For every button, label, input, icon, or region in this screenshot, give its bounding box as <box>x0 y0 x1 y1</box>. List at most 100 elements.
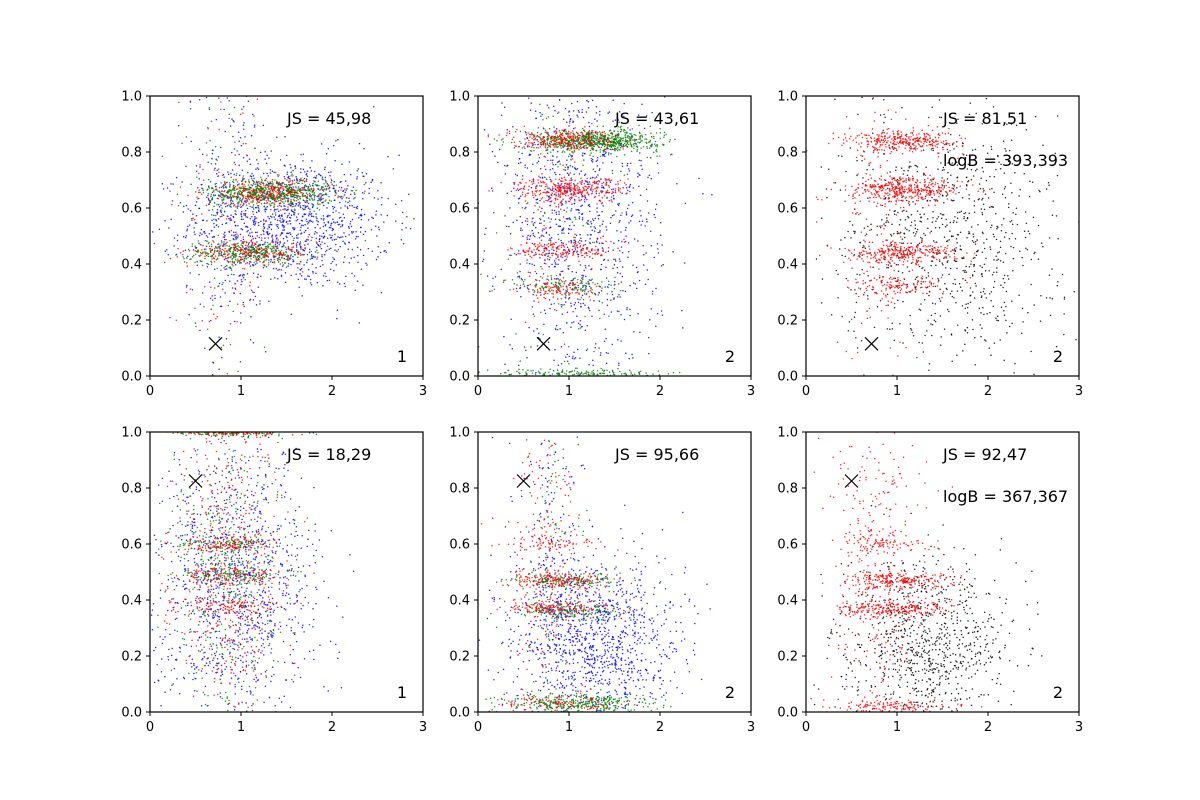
scatter-point <box>274 218 276 221</box>
scatter-point <box>612 249 614 251</box>
scatter-point <box>539 256 541 259</box>
scatter-point <box>596 138 598 140</box>
scatter-point <box>314 226 316 229</box>
scatter-point <box>216 197 219 200</box>
scatter-point <box>258 248 261 250</box>
scatter-point <box>267 264 270 266</box>
scatter-point <box>598 300 601 302</box>
scatter-point <box>509 289 511 291</box>
scatter-point <box>316 258 318 260</box>
scatter-point <box>288 188 291 190</box>
scatter-point <box>603 131 606 133</box>
scatter-point <box>579 289 582 291</box>
scatter-point <box>560 204 563 206</box>
scatter-point <box>544 176 546 178</box>
scatter-point <box>252 256 255 259</box>
scatter-point <box>227 261 230 264</box>
scatter-point <box>198 273 200 276</box>
scatter-point <box>306 220 308 223</box>
scatter-point <box>360 208 363 211</box>
scatter-point <box>591 218 594 220</box>
scatter-point <box>580 199 583 201</box>
scatter-point <box>266 232 269 234</box>
scatter-point <box>536 139 539 141</box>
scatter-point <box>259 199 261 201</box>
scatter-point <box>199 166 201 168</box>
scatter-point <box>274 197 276 200</box>
scatter-point <box>330 200 333 202</box>
scatter-point <box>310 284 313 286</box>
scatter-point <box>220 182 222 184</box>
scatter-point <box>250 177 253 180</box>
scatter-point <box>233 186 235 189</box>
scatter-point <box>579 233 581 236</box>
scatter-point <box>363 213 366 216</box>
scatter-point <box>625 226 627 229</box>
scatter-point <box>282 191 284 194</box>
scatter-point <box>511 348 514 350</box>
scatter-point <box>528 154 531 156</box>
scatter-point <box>600 352 602 354</box>
scatter-point <box>239 322 242 324</box>
scatter-point <box>243 184 245 186</box>
scatter-point <box>262 223 265 226</box>
scatter-point <box>214 183 216 186</box>
scatter-point <box>582 137 584 139</box>
scatter-point <box>596 132 598 135</box>
scatter-point <box>363 175 365 177</box>
scatter-point <box>313 233 316 235</box>
scatter-point <box>239 193 242 196</box>
scatter-point <box>217 194 220 196</box>
scatter-point <box>582 274 585 277</box>
scatter-point <box>212 361 214 364</box>
scatter-point <box>233 106 236 109</box>
scatter-point <box>211 373 214 376</box>
scatter-point <box>353 191 356 194</box>
scatter-point <box>612 135 615 138</box>
scatter-point <box>241 258 244 261</box>
scatter-point <box>234 154 236 156</box>
scatter-point <box>282 185 284 188</box>
scatter-point <box>259 192 262 194</box>
scatter-point <box>297 278 300 281</box>
scatter-point <box>566 353 569 356</box>
y-tick-label: 0.6 <box>121 202 142 217</box>
scatter-point <box>484 233 486 235</box>
scatter-point <box>303 213 306 215</box>
scatter-point <box>655 203 658 206</box>
scatter-point <box>626 307 628 309</box>
scatter-point <box>271 182 273 185</box>
scatter-point <box>542 235 545 237</box>
scatter-point <box>235 238 237 241</box>
scatter-point <box>222 255 224 258</box>
scatter-point <box>395 220 397 222</box>
scatter-point <box>319 238 321 240</box>
scatter-point <box>570 279 572 282</box>
scatter-point <box>526 287 529 289</box>
scatter-point <box>213 205 215 208</box>
scatter-point <box>301 271 304 273</box>
scatter-point <box>242 178 244 181</box>
scatter-point <box>657 370 660 372</box>
scatter-point <box>659 234 662 236</box>
scatter-point <box>589 154 591 156</box>
scatter-point <box>211 196 214 199</box>
scatter-point <box>575 139 578 141</box>
scatter-point <box>506 128 509 131</box>
scatter-point <box>565 295 567 297</box>
scatter-point <box>222 194 225 197</box>
scatter-point <box>560 256 562 258</box>
scatter-point <box>555 223 558 225</box>
scatter-point <box>309 258 312 260</box>
scatter-point <box>570 147 573 150</box>
scatter-point <box>185 235 188 237</box>
scatter-point <box>278 197 280 199</box>
scatter-point <box>509 344 511 346</box>
scatter-point <box>606 146 609 148</box>
scatter-point <box>269 172 272 174</box>
scatter-point <box>329 237 332 239</box>
scatter-point <box>213 169 216 171</box>
scatter-point <box>196 264 199 267</box>
scatter-point <box>231 258 233 260</box>
scatter-point <box>560 138 562 141</box>
